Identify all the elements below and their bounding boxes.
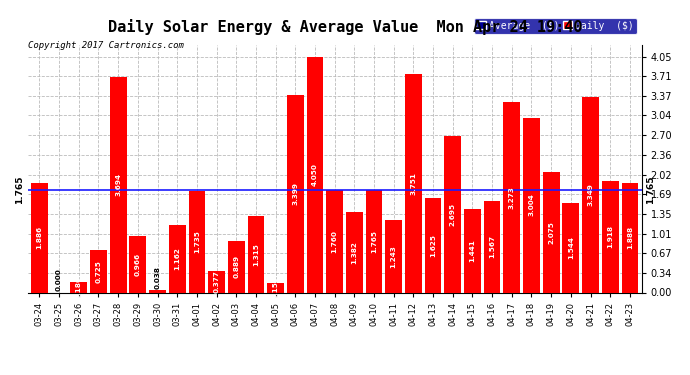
Text: 3.349: 3.349 bbox=[587, 183, 593, 206]
Text: 3.751: 3.751 bbox=[411, 172, 416, 195]
Text: 1.886: 1.886 bbox=[37, 226, 42, 249]
Text: 1.765: 1.765 bbox=[646, 176, 655, 204]
Text: 1.243: 1.243 bbox=[391, 245, 397, 268]
Text: 4.050: 4.050 bbox=[312, 163, 318, 186]
Text: Daily Solar Energy & Average Value  Mon Apr 24 19:40: Daily Solar Energy & Average Value Mon A… bbox=[108, 19, 582, 35]
Bar bbox=[385, 220, 402, 292]
Bar bbox=[306, 57, 324, 292]
Text: 0.725: 0.725 bbox=[95, 260, 101, 283]
Bar bbox=[543, 172, 560, 292]
Bar bbox=[90, 250, 107, 292]
Bar bbox=[425, 198, 442, 292]
Text: 3.004: 3.004 bbox=[529, 194, 535, 216]
Bar bbox=[504, 102, 520, 292]
Bar bbox=[464, 209, 481, 292]
Bar bbox=[366, 190, 382, 292]
Bar bbox=[130, 236, 146, 292]
Text: 1.544: 1.544 bbox=[568, 236, 574, 259]
Text: 1.918: 1.918 bbox=[607, 225, 613, 248]
Text: 1.567: 1.567 bbox=[489, 236, 495, 258]
Bar bbox=[149, 290, 166, 292]
Bar bbox=[523, 117, 540, 292]
Text: 3.694: 3.694 bbox=[115, 174, 121, 196]
Text: 0.000: 0.000 bbox=[56, 268, 62, 291]
Bar bbox=[326, 190, 343, 292]
Text: 0.186: 0.186 bbox=[76, 276, 82, 298]
Text: 0.038: 0.038 bbox=[155, 266, 161, 288]
Text: 0.377: 0.377 bbox=[213, 270, 219, 293]
Text: 1.765: 1.765 bbox=[14, 176, 23, 204]
Text: 1.625: 1.625 bbox=[430, 234, 436, 256]
Bar bbox=[582, 98, 599, 292]
Text: 1.760: 1.760 bbox=[332, 230, 337, 253]
Text: 0.966: 0.966 bbox=[135, 253, 141, 276]
Text: 1.441: 1.441 bbox=[469, 239, 475, 262]
Legend: Average  ($), Daily  ($): Average ($), Daily ($) bbox=[473, 18, 637, 33]
Text: 1.382: 1.382 bbox=[351, 241, 357, 264]
Text: 3.399: 3.399 bbox=[293, 182, 298, 205]
Text: 0.889: 0.889 bbox=[233, 255, 239, 278]
Bar bbox=[484, 201, 500, 292]
Text: 1.888: 1.888 bbox=[627, 226, 633, 249]
Bar bbox=[31, 183, 48, 292]
Text: 1.315: 1.315 bbox=[253, 243, 259, 266]
Bar bbox=[562, 202, 579, 292]
Bar bbox=[287, 94, 304, 292]
Bar bbox=[346, 212, 363, 292]
Text: 2.075: 2.075 bbox=[548, 220, 554, 243]
Bar bbox=[110, 77, 126, 292]
Bar bbox=[267, 284, 284, 292]
Bar bbox=[248, 216, 264, 292]
Bar bbox=[188, 192, 205, 292]
Bar bbox=[70, 282, 87, 292]
Bar bbox=[169, 225, 186, 292]
Text: 1.162: 1.162 bbox=[174, 247, 180, 270]
Text: Copyright 2017 Cartronics.com: Copyright 2017 Cartronics.com bbox=[28, 41, 184, 50]
Bar bbox=[405, 74, 422, 292]
Text: 2.695: 2.695 bbox=[450, 202, 456, 226]
Bar bbox=[622, 183, 638, 292]
Text: 1.765: 1.765 bbox=[371, 230, 377, 253]
Bar bbox=[208, 270, 225, 292]
Bar bbox=[228, 241, 244, 292]
Bar bbox=[602, 181, 618, 292]
Text: 3.273: 3.273 bbox=[509, 186, 515, 209]
Bar bbox=[444, 135, 461, 292]
Text: 1.735: 1.735 bbox=[194, 231, 200, 254]
Text: 0.156: 0.156 bbox=[273, 276, 279, 300]
